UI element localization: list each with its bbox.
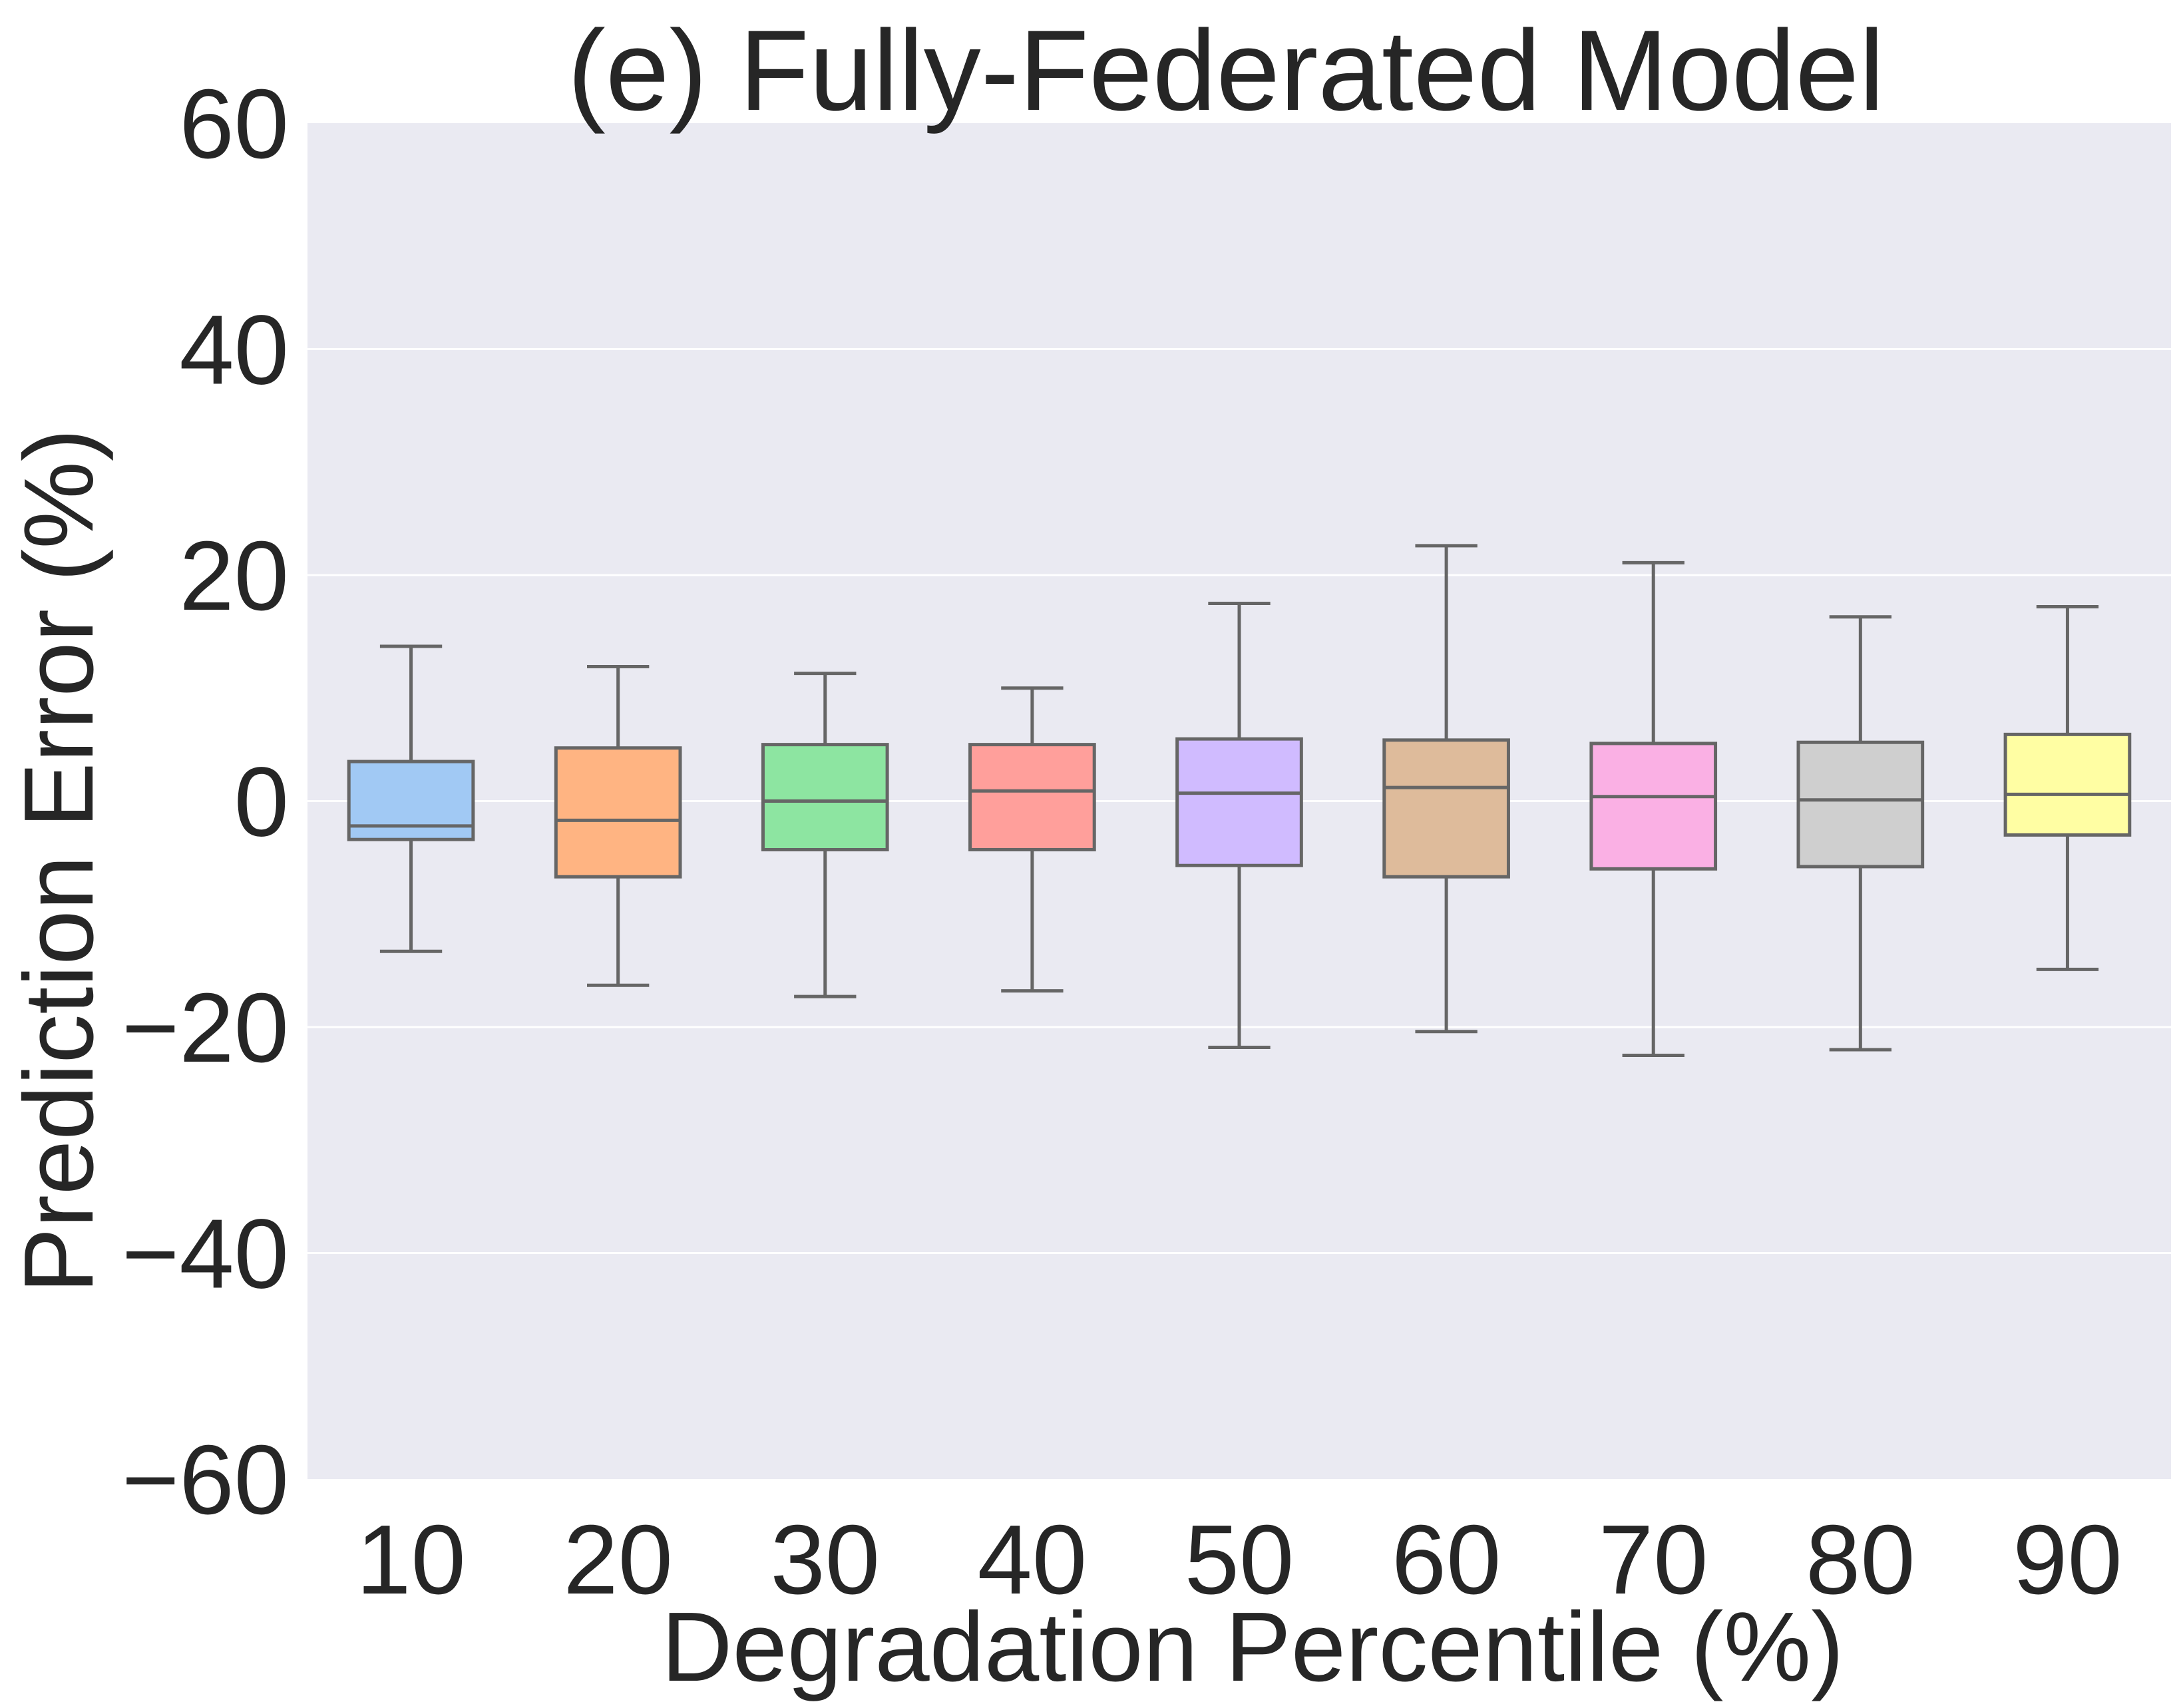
box-70 (1589, 560, 1718, 1057)
box-60 (1382, 544, 1510, 1034)
y-tick-label: 40 (179, 296, 289, 405)
iqr-box (347, 759, 475, 841)
y-tick-label: 60 (179, 69, 289, 179)
box-50 (1175, 601, 1303, 1050)
y-tick-label: 0 (234, 747, 289, 857)
iqr-box (1589, 742, 1718, 871)
y-axis-title: Prediction Error (%) (4, 429, 114, 1293)
iqr-box (761, 743, 889, 851)
x-tick-label: 50 (1185, 1505, 1294, 1615)
y-tick-label: −20 (122, 973, 289, 1083)
x-tick-label: 20 (563, 1505, 673, 1615)
boxes (347, 544, 2132, 1057)
x-axis-title: Degradation Percentile (%) (662, 1592, 1844, 1702)
iqr-box (1796, 740, 1925, 869)
x-tick-label: 10 (356, 1505, 466, 1615)
x-tick-label: 30 (770, 1505, 880, 1615)
chart-title: (e) Fully-Federated Model (568, 7, 1885, 134)
iqr-box (1175, 737, 1303, 867)
y-axis-ticks: −60 −40 −20 0 20 40 60 (122, 69, 289, 1535)
x-tick-label: 70 (1599, 1505, 1708, 1615)
box-80 (1796, 615, 1925, 1052)
x-axis-ticks: 10 20 30 40 50 60 70 80 90 (356, 1505, 2122, 1615)
box-20 (554, 664, 682, 987)
iqr-box (554, 746, 682, 879)
iqr-box (968, 743, 1096, 851)
y-tick-label: −60 (122, 1425, 289, 1535)
x-tick-label: 90 (2013, 1505, 2122, 1615)
iqr-box (2003, 732, 2132, 837)
x-tick-label: 80 (1806, 1505, 1915, 1615)
x-tick-label: 40 (978, 1505, 1088, 1615)
box-30 (761, 672, 889, 998)
y-tick-label: −40 (122, 1199, 289, 1309)
box-10 (347, 644, 475, 953)
y-tick-label: 20 (179, 521, 289, 631)
iqr-box (1382, 738, 1510, 879)
box-40 (968, 686, 1096, 993)
x-tick-label: 60 (1392, 1505, 1501, 1615)
box-90 (2003, 605, 2132, 971)
